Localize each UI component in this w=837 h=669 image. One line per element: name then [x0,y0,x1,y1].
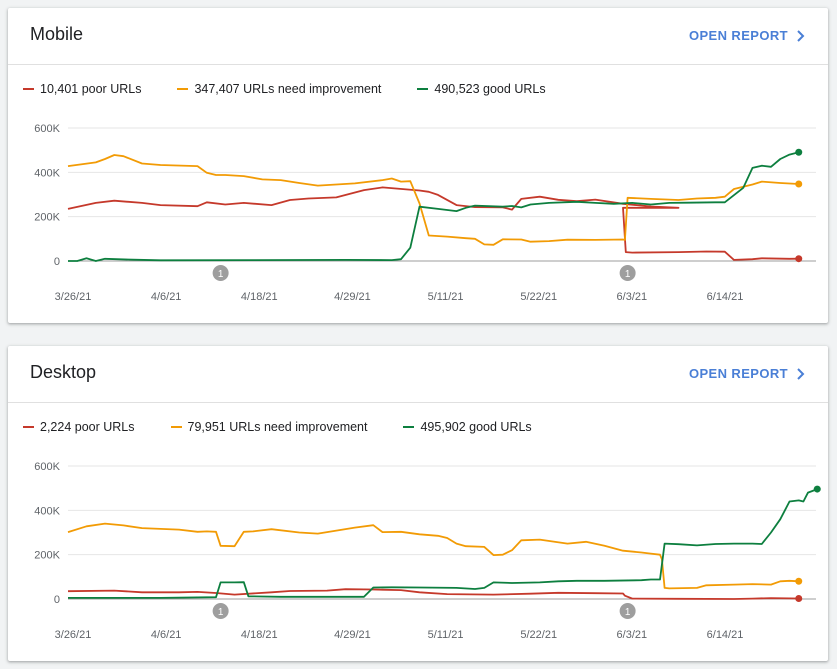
y-tick-label: 0 [54,594,60,606]
desktop-card: Desktop OPEN REPORT 2,224 poor URLs 79,9… [8,346,828,661]
x-tick-label: 4/29/21 [334,629,371,641]
chart-legend: 10,401 poor URLs 347,407 URLs need impro… [23,82,582,96]
good-end-point [813,485,821,493]
good-series-line [68,488,818,599]
legend-label-improve: 79,951 URLs need improvement [187,420,368,434]
y-tick-label: 0 [54,256,60,268]
x-tick-label: 4/6/21 [151,629,182,641]
improve-series-line [67,154,799,246]
mobile-line-chart: 0 200K 400K 600K 3/26/21 4/6/21 4/18/21 4/29/21… [34,123,816,303]
annotation-marker [619,603,636,619]
open-report-link[interactable]: OPEN REPORT [689,28,806,43]
good-swatch [417,88,429,90]
annotation-marker [619,265,636,281]
legend-item-improve[interactable]: 79,951 URLs need improvement [170,420,368,434]
x-tick-label: 4/6/21 [151,291,182,303]
improve-end-point [795,577,803,585]
card-title: Mobile [30,24,84,44]
good-end-point [795,148,803,156]
y-tick-label: 600K [34,123,60,135]
legend-label-good: 495,902 good URLs [420,420,532,434]
good-series-line [68,151,800,262]
x-tick-label: 6/3/21 [617,629,648,641]
annotation-label: 1 [218,269,224,280]
legend-item-good[interactable]: 495,902 good URLs [403,420,532,434]
legend-item-improve[interactable]: 347,407 URLs need improvement [177,82,381,96]
y-tick-label: 600K [34,461,60,473]
legend-label-improve: 347,407 URLs need improvement [194,82,382,96]
poor-end-point [795,595,803,603]
chart-legend: 2,224 poor URLs 79,951 URLs need improve… [23,420,568,434]
y-tick-label: 200K [34,212,60,224]
mobile-card: Mobile OPEN REPORT 10,401 poor URLs 347,… [8,8,828,323]
desktop-line-chart: 0 200K 400K 600K 3/26/21 4/6/21 4/18/21 4/29/21… [34,461,821,641]
card-title: Desktop [30,362,97,382]
annotation-marker [212,265,229,281]
x-tick-label: 5/22/21 [520,629,557,641]
x-tick-label: 4/18/21 [241,291,278,303]
chevron-right-icon [797,367,805,380]
card-header: Desktop OPEN REPORT [8,346,828,403]
y-tick-label: 200K [34,550,60,562]
legend-item-poor[interactable]: 2,224 poor URLs [23,420,135,434]
improve-swatch [170,426,182,428]
open-report-label: OPEN REPORT [688,28,788,43]
x-tick-label: 3/26/21 [55,291,92,303]
annotation-label: 1 [625,607,631,618]
open-report-link[interactable]: OPEN REPORT [689,366,806,381]
improve-swatch [177,88,189,90]
x-tick-label: 6/3/21 [617,291,648,303]
improve-series-line [67,522,799,590]
chevron-right-icon [797,29,805,42]
legend-label-poor: 10,401 poor URLs [40,82,142,96]
improve-end-point [795,180,803,188]
x-tick-label: 5/22/21 [520,291,557,303]
legend-label-good: 490,523 good URLs [434,82,546,96]
poor-series-line [67,588,799,600]
poor-swatch [23,426,34,428]
x-tick-label: 5/11/21 [428,629,464,641]
legend-item-good[interactable]: 490,523 good URLs [417,82,546,96]
y-tick-label: 400K [34,505,60,517]
good-swatch [403,426,415,428]
x-tick-label: 3/26/21 [55,629,92,641]
annotation-label: 1 [218,607,224,618]
x-tick-label: 4/29/21 [334,291,371,303]
x-tick-label: 6/14/21 [707,629,744,641]
annotation-label: 1 [625,269,631,280]
legend-item-poor[interactable]: 10,401 poor URLs [23,82,141,96]
card-header: Mobile OPEN REPORT [8,8,828,65]
poor-end-point [795,255,803,263]
poor-swatch [23,88,34,90]
x-tick-label: 6/14/21 [707,291,744,303]
annotation-marker [212,603,229,619]
x-tick-label: 5/11/21 [428,291,464,303]
open-report-label: OPEN REPORT [688,366,788,381]
y-tick-label: 400K [34,167,60,179]
x-tick-label: 4/18/21 [241,629,278,641]
legend-label-poor: 2,224 poor URLs [40,420,135,434]
